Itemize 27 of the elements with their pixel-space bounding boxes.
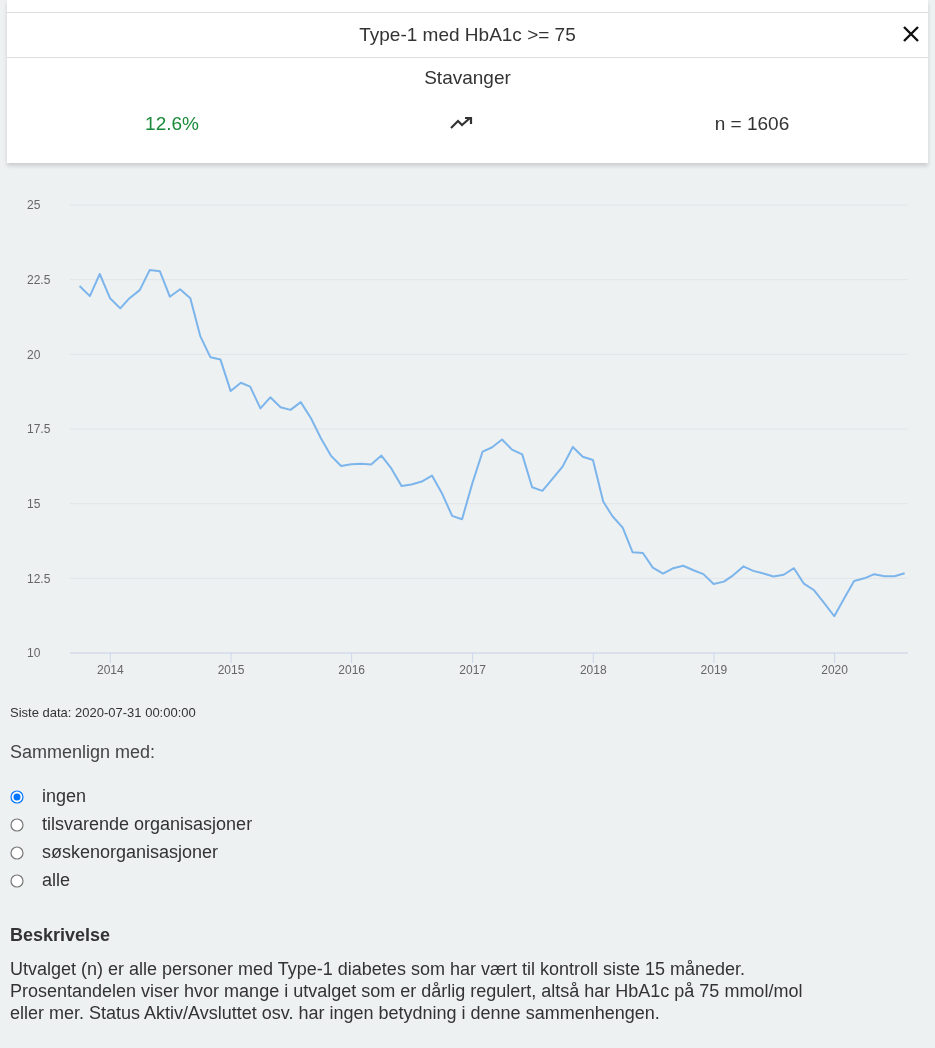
line-series xyxy=(78,269,906,618)
text: ingen xyxy=(42,786,87,807)
y-tick-label: 17.5 xyxy=(27,422,51,437)
text: Siste data: 2020-07-31 00:00:00 xyxy=(10,705,196,720)
x-tick-label: 2017 xyxy=(459,662,487,677)
x-tick-label: 2016 xyxy=(338,662,366,677)
x-tick-label: 2020 xyxy=(821,662,849,677)
text: alle xyxy=(42,870,71,891)
y-tick-label: 10 xyxy=(27,646,41,661)
y-tick-label: 15 xyxy=(27,496,41,511)
text: 12.6% xyxy=(144,113,200,135)
x-tick-label: 2019 xyxy=(700,662,728,677)
text: Beskrivelse xyxy=(10,925,111,946)
text: Sammenlign med: xyxy=(10,742,156,763)
text: tilsvarende organisasjoner xyxy=(42,814,253,835)
text: Utvalget (n) er alle personer med Type-1 diabetes som har vært til kontroll siste 15 måneder. Prosentandelen viser hvor mange i utvalget som er dårlig regulert, altså har HbA1c på 75 mmol/mol eller mer. Status Aktiv/Avsluttet osv. har ingen betydning i denne sammenhengen. xyxy=(10,958,804,1024)
text: søskenorganisasjoner xyxy=(42,842,219,863)
y-tick-label: 22.5 xyxy=(27,272,51,287)
x-tick-label: 2018 xyxy=(579,662,607,677)
x-tick-label: 2015 xyxy=(217,662,245,677)
y-tick-label: 20 xyxy=(27,347,41,362)
y-tick-label: 25 xyxy=(27,198,41,213)
chart-title: Type-1 med HbA1c >= 75 xyxy=(7,12,928,58)
y-tick-label: 12.5 xyxy=(27,571,51,586)
text: n = 1606 xyxy=(713,113,791,135)
chart-subtitle: Stavanger xyxy=(423,67,512,89)
x-tick-label: 2014 xyxy=(96,662,124,677)
